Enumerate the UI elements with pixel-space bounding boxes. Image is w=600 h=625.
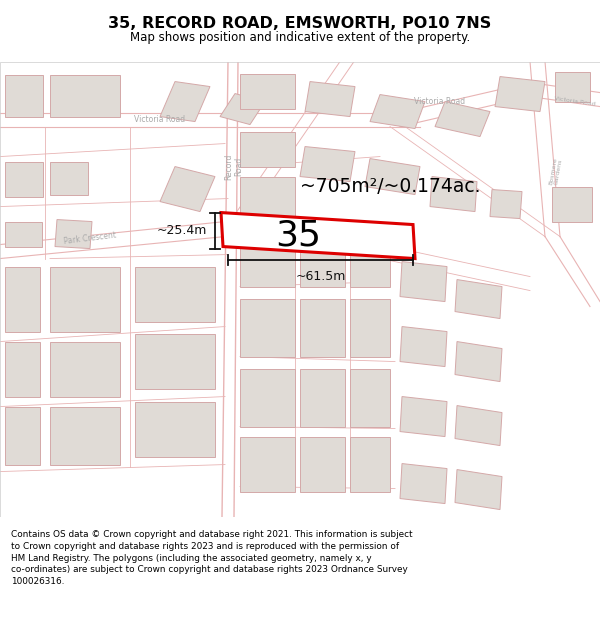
Polygon shape [400, 464, 447, 504]
Polygon shape [555, 71, 590, 101]
Polygon shape [370, 94, 425, 129]
Text: Park Crescent: Park Crescent [63, 231, 117, 246]
Polygon shape [160, 81, 210, 121]
Text: Victoria Road: Victoria Road [554, 96, 596, 107]
Bar [50, 74, 120, 116]
Polygon shape [430, 176, 477, 211]
Bar [240, 74, 295, 109]
Text: Record
Road: Record Road [224, 153, 244, 180]
Text: ~61.5m: ~61.5m [295, 269, 346, 282]
Bar [50, 161, 88, 194]
Bar [552, 186, 592, 221]
Text: Victoria Road: Victoria Road [134, 115, 185, 124]
Polygon shape [160, 166, 215, 211]
Bar [350, 231, 390, 286]
Polygon shape [221, 213, 415, 259]
Polygon shape [435, 101, 490, 136]
Polygon shape [455, 406, 502, 446]
Bar [5, 406, 40, 464]
Bar [300, 231, 345, 286]
Polygon shape [365, 159, 420, 194]
Bar [135, 266, 215, 321]
Bar [300, 436, 345, 491]
Polygon shape [55, 219, 92, 249]
Text: 35, RECORD ROAD, EMSWORTH, PO10 7NS: 35, RECORD ROAD, EMSWORTH, PO10 7NS [109, 16, 491, 31]
Bar [5, 341, 40, 396]
Bar [135, 401, 215, 456]
Bar [350, 369, 390, 426]
Polygon shape [495, 76, 545, 111]
Text: ~25.4m: ~25.4m [157, 224, 207, 237]
Polygon shape [300, 146, 355, 181]
Polygon shape [400, 326, 447, 366]
Text: Victoria Road: Victoria Road [415, 97, 466, 106]
Polygon shape [455, 341, 502, 381]
Polygon shape [5, 221, 42, 246]
Polygon shape [220, 94, 265, 124]
Bar [5, 161, 43, 196]
Polygon shape [490, 189, 522, 219]
Text: Map shows position and indicative extent of the property.: Map shows position and indicative extent… [130, 31, 470, 44]
Bar [50, 341, 120, 396]
Bar [50, 406, 120, 464]
Text: Contains OS data © Crown copyright and database right 2021. This information is : Contains OS data © Crown copyright and d… [11, 530, 412, 586]
Bar [300, 299, 345, 356]
Polygon shape [455, 469, 502, 509]
Text: ~705m²/~0.174ac.: ~705m²/~0.174ac. [300, 177, 480, 196]
Text: Bosmere
Gardens: Bosmere Gardens [548, 157, 564, 186]
Bar [240, 369, 295, 426]
Bar [240, 176, 295, 221]
Bar [240, 231, 295, 286]
Bar [135, 334, 215, 389]
Bar [350, 299, 390, 356]
Bar [50, 266, 120, 331]
Bar [240, 131, 295, 166]
Bar [300, 369, 345, 426]
Polygon shape [305, 81, 355, 116]
Bar [240, 436, 295, 491]
Polygon shape [400, 396, 447, 436]
Polygon shape [400, 261, 447, 301]
Bar [240, 299, 295, 356]
Bar [5, 74, 43, 116]
Bar [350, 436, 390, 491]
Polygon shape [455, 279, 502, 319]
Bar [5, 266, 40, 331]
Text: 35: 35 [275, 219, 321, 253]
